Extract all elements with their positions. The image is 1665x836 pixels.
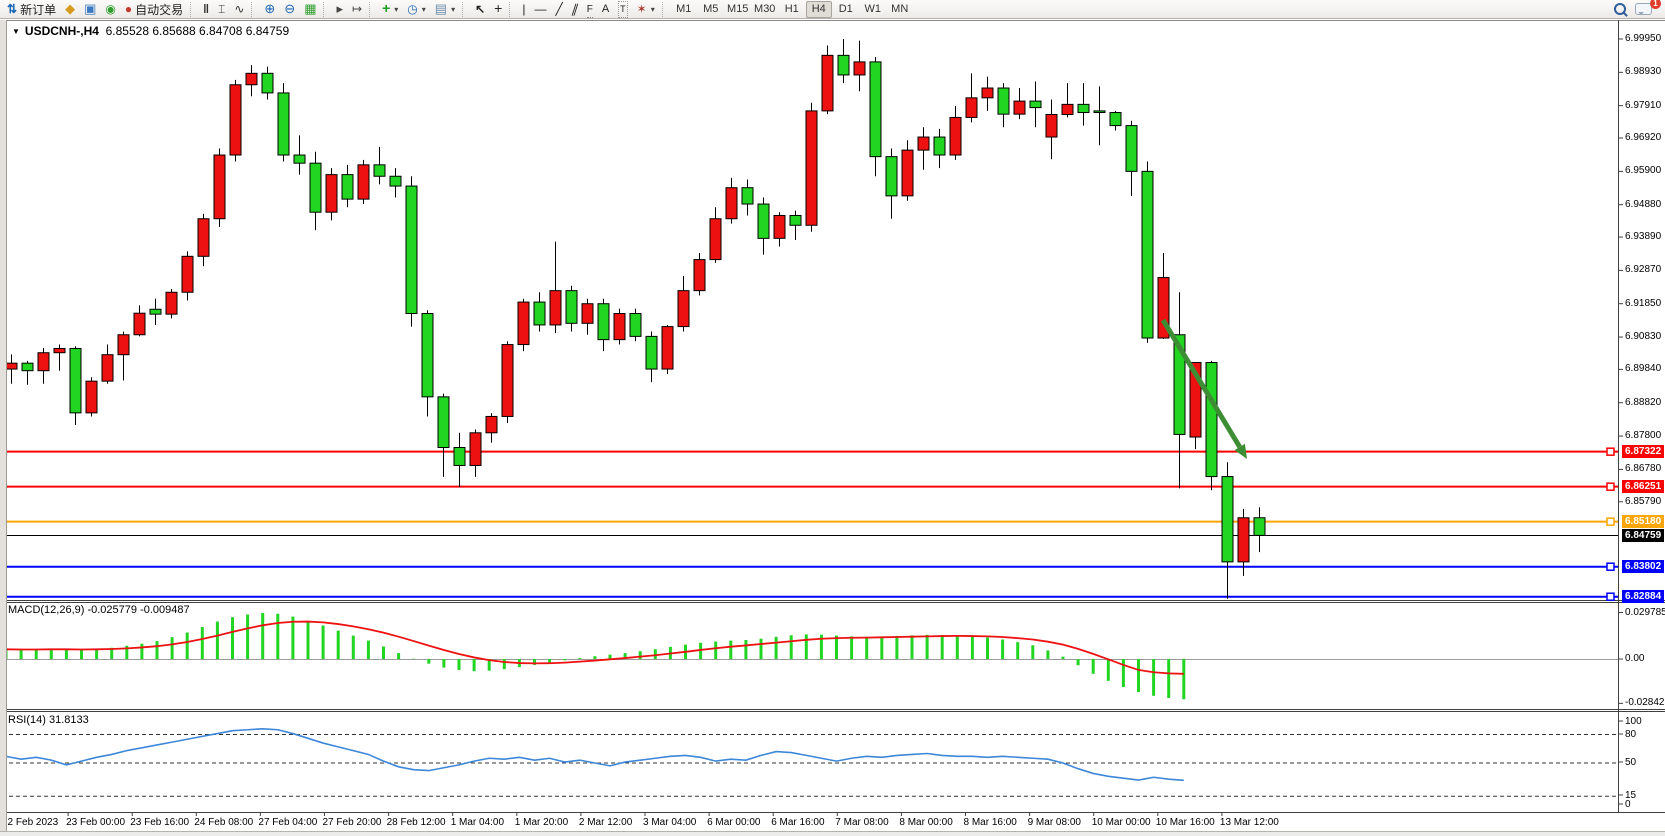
text-icon: [602, 1, 609, 17]
horizontal-line-button[interactable]: [530, 1, 550, 18]
candlestick-chart-icon: [218, 2, 225, 17]
crosshair-icon: [494, 1, 502, 17]
timeframe-mn-button[interactable]: MN: [887, 1, 913, 18]
window-bottom-strip: [0, 831, 1665, 836]
candlestick-chart-button[interactable]: [214, 1, 229, 18]
vps-hosting-icon: [84, 1, 96, 17]
chart-shift-button[interactable]: [348, 1, 366, 18]
fibonacci-button[interactable]: [583, 1, 597, 18]
new-order-label: 新订单: [20, 2, 57, 17]
timeframe-h1-button[interactable]: H1: [779, 1, 805, 18]
zoom-in-button[interactable]: [260, 1, 279, 18]
tile-windows-icon: [304, 1, 316, 17]
auto-trading-button[interactable]: 自动交易: [121, 1, 187, 18]
crosshair-button[interactable]: [490, 1, 506, 18]
timeframe-m15-button[interactable]: M15: [725, 1, 751, 18]
new-order-icon: [7, 2, 17, 17]
tile-windows-button[interactable]: [300, 1, 320, 18]
bar-chart-button[interactable]: [199, 1, 213, 18]
macd-histogram: [4, 612, 1186, 700]
notifications-button[interactable]: 1: [1631, 0, 1661, 18]
toolbar-separator: [462, 1, 468, 17]
new-order-button[interactable]: 新订单: [3, 1, 60, 18]
line-chart-button[interactable]: [230, 1, 248, 18]
templates-button[interactable]: ▾: [431, 1, 459, 18]
search-button[interactable]: [1610, 1, 1630, 18]
candles: [5, 39, 1266, 599]
auto-trading-label: 自动交易: [135, 2, 184, 17]
vps-hosting-button[interactable]: [80, 1, 100, 18]
cursor-icon: [475, 2, 485, 17]
mql5-market-button[interactable]: [61, 1, 79, 18]
main-toolbar: 新订单 自动交易 ▾ ▾ ▾ ▾ M1 M5 M15 M30 H1 H4 D1 …: [0, 0, 1665, 19]
chat-bubble-icon: [1635, 3, 1652, 15]
label-tool-button[interactable]: [614, 1, 632, 18]
chevron-down-icon: ▾: [394, 4, 399, 14]
toolbar-separator: [251, 1, 257, 17]
cursor-button[interactable]: [471, 1, 489, 18]
vertical-line-icon: [522, 2, 525, 17]
text-tool-button[interactable]: [598, 1, 613, 18]
channel-button[interactable]: [568, 1, 582, 18]
window-left-frame: [0, 20, 7, 831]
chart-shift-icon: [352, 2, 362, 17]
signals-button[interactable]: [101, 1, 119, 18]
arrows-icon: [637, 2, 647, 17]
toolbar-separator: [190, 1, 196, 17]
timeframe-m1-button[interactable]: M1: [671, 1, 697, 18]
annotation-arrow: [1160, 318, 1247, 459]
vertical-line-button[interactable]: [518, 1, 529, 18]
arrows-tool-button[interactable]: ▾: [633, 1, 659, 18]
toolbar-separator: [509, 1, 515, 17]
zoom-out-icon: [284, 1, 295, 17]
toolbar-separator: [369, 1, 375, 17]
periods-button[interactable]: ▾: [403, 1, 430, 18]
timeframe-d1-button[interactable]: D1: [833, 1, 859, 18]
auto-scroll-button[interactable]: [332, 1, 347, 18]
chevron-down-icon: ▾: [650, 4, 655, 14]
zoom-out-button[interactable]: [280, 1, 299, 18]
label-icon: [618, 1, 628, 18]
signals-icon: [105, 2, 115, 17]
clock-icon: [407, 2, 417, 17]
timeframe-m5-button[interactable]: M5: [698, 1, 724, 18]
line-chart-icon: [234, 2, 244, 17]
timeframe-h4-button[interactable]: H4: [805, 0, 832, 18]
chevron-down-icon: ▾: [421, 4, 426, 14]
template-icon: [435, 1, 447, 17]
add-indicator-button[interactable]: ▾: [378, 1, 402, 18]
trendline-icon: [555, 2, 562, 17]
rsi-line: [5, 727, 1184, 782]
horizontal-price-lines: [2, 447, 1618, 601]
search-icon: [1614, 3, 1626, 15]
timeframe-w1-button[interactable]: W1: [860, 1, 886, 18]
auto-scroll-icon: [336, 1, 343, 17]
add-indicator-icon: [382, 1, 390, 17]
notification-badge: 1: [1650, 0, 1661, 9]
macd-signal-line: [5, 620, 1184, 675]
fibonacci-icon: [587, 1, 593, 18]
timeframe-m30-button[interactable]: M30: [752, 1, 778, 18]
channel-icon: [572, 2, 578, 17]
toolbar-separator: [661, 1, 668, 17]
chevron-down-icon: ▾: [451, 4, 456, 14]
trendline-button[interactable]: [551, 1, 566, 18]
horizontal-line-icon: [534, 2, 546, 17]
auto-trading-icon: [125, 2, 132, 17]
bar-chart-icon: [203, 2, 209, 17]
toolbar-separator: [323, 1, 329, 17]
zoom-in-icon: [264, 1, 275, 17]
mql5-market-icon: [65, 1, 75, 17]
